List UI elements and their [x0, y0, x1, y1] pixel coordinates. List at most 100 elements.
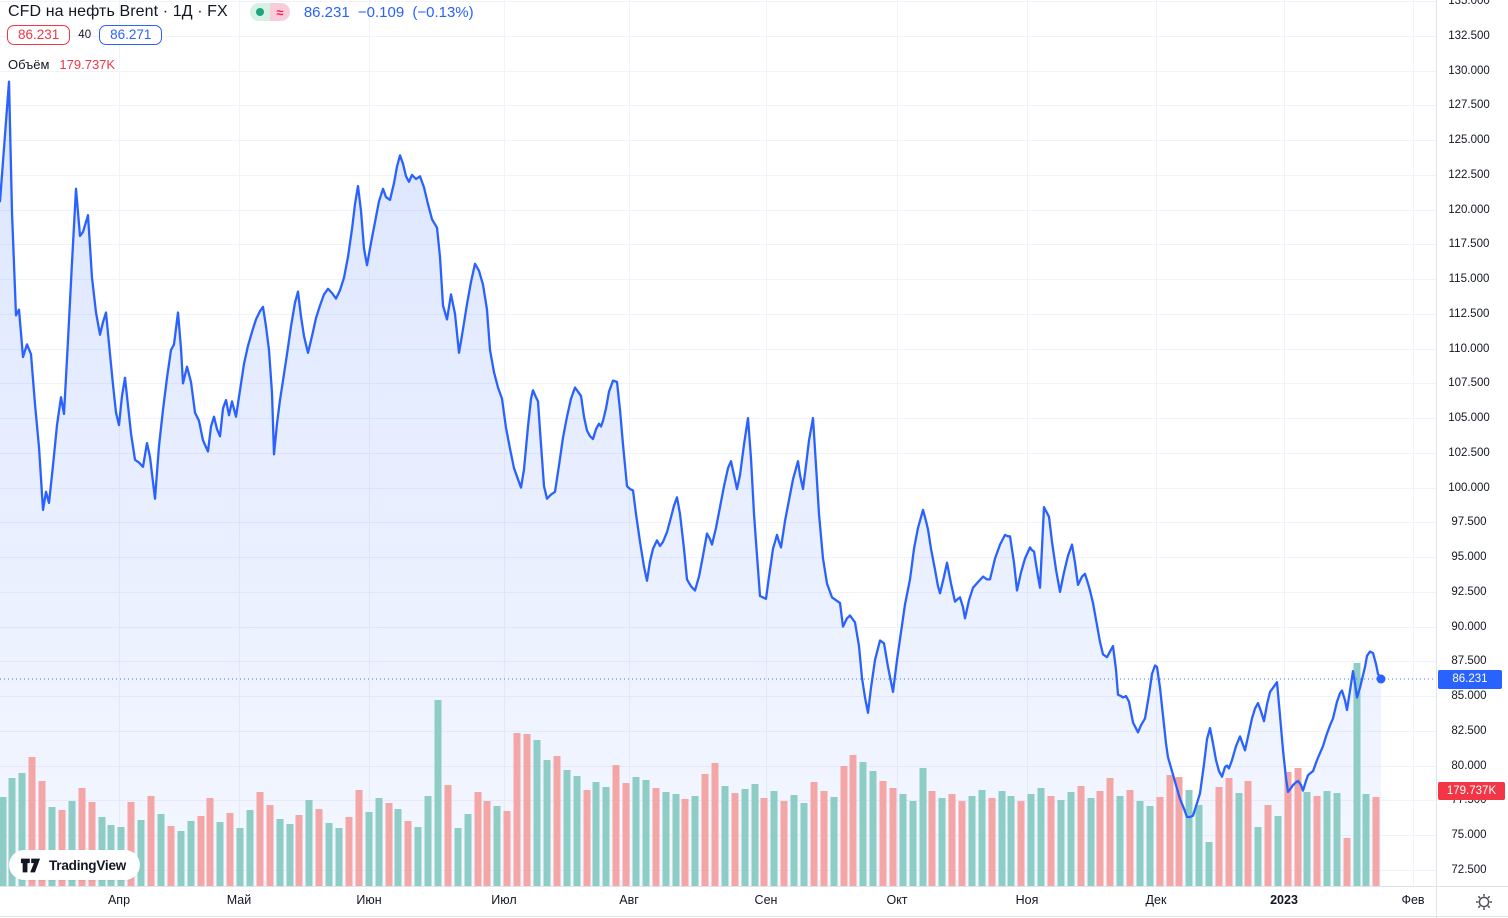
- volume-bar: [1077, 786, 1085, 886]
- price-tick-label: 80.000: [1451, 759, 1487, 772]
- volume-bar: [523, 734, 531, 886]
- price-tick-label: 102.500: [1448, 446, 1490, 459]
- price-tick-label: 97.500: [1451, 516, 1487, 529]
- volume-bar: [1116, 796, 1124, 886]
- volume-bar: [602, 787, 610, 886]
- price-tick-label: 107.500: [1448, 377, 1490, 390]
- price-tick-label: 82.500: [1451, 724, 1487, 737]
- price-tick-label: 112.500: [1448, 307, 1490, 320]
- volume-bar: [840, 766, 848, 886]
- volume-bar: [652, 788, 660, 886]
- tradingview-logo-icon: [20, 858, 41, 872]
- price-tick-label: 127.500: [1448, 99, 1490, 112]
- volume-bar: [1057, 800, 1065, 886]
- approx-price-icon[interactable]: ≈: [269, 3, 290, 21]
- volume-bar: [751, 784, 759, 886]
- volume-bars: [0, 663, 1380, 886]
- price-line-series: [0, 80, 1383, 819]
- volume-bar: [1027, 794, 1035, 886]
- price-tick-label: 130.000: [1448, 64, 1490, 77]
- price-area-fill: [0, 81, 1381, 886]
- gear-icon: [1476, 894, 1492, 910]
- volume-bar: [1284, 772, 1292, 886]
- volume-bar: [286, 824, 294, 886]
- volume-bar: [1096, 791, 1104, 886]
- volume-bar: [454, 828, 462, 886]
- price-axis[interactable]: 135.000 132.500 130.000 127.500 125.000 122.5…: [1436, 0, 1508, 886]
- volume-bar: [88, 802, 96, 886]
- volume-bar: [1362, 794, 1370, 886]
- volume-label: Объём: [8, 57, 50, 72]
- green-dot-icon: [255, 8, 264, 16]
- volume-bar: [127, 802, 135, 886]
- volume-bar: [780, 801, 788, 886]
- volume-bar: [78, 788, 86, 886]
- volume-bar: [394, 809, 402, 886]
- volume-bar: [464, 814, 472, 886]
- tradingview-logo-link[interactable]: TradingView: [9, 850, 141, 880]
- volume-bar: [404, 821, 412, 886]
- time-tick-label: 2023: [1270, 893, 1298, 907]
- volume-bar: [681, 799, 689, 886]
- volume-bar: [1303, 792, 1311, 886]
- volume-bar: [741, 789, 749, 886]
- last-price-dot: [1376, 674, 1386, 684]
- volume-bar: [721, 786, 729, 886]
- volume-bar: [1087, 798, 1095, 886]
- volume-bar: [1156, 797, 1164, 886]
- volume-bar: [849, 755, 857, 886]
- volume-bar: [483, 801, 491, 886]
- volume-bar: [147, 796, 155, 886]
- price-tick-label: 110.000: [1448, 342, 1490, 355]
- volume-bar: [1264, 805, 1272, 886]
- volume-bar: [938, 798, 946, 886]
- volume-bar: [177, 831, 185, 886]
- volume-bar: [830, 797, 838, 886]
- volume-bar: [800, 803, 808, 886]
- volume-bar: [958, 801, 966, 886]
- volume-bar: [216, 822, 224, 886]
- volume-bar: [256, 792, 264, 886]
- price-tick-label: 72.500: [1451, 863, 1487, 876]
- time-axis-settings-button[interactable]: [1470, 888, 1498, 916]
- price-tick-label: 85.000: [1451, 690, 1487, 703]
- volume-bar: [345, 817, 353, 886]
- sell-button[interactable]: 86.231: [7, 25, 71, 45]
- volume-bar: [58, 810, 66, 886]
- volume-bar: [315, 809, 323, 886]
- volume-bar: [553, 756, 561, 886]
- volume-bar: [1175, 777, 1183, 886]
- volume-bar: [1007, 796, 1015, 886]
- volume-bar: [1333, 793, 1341, 886]
- current-volume-badge: 179.737K: [1438, 782, 1505, 800]
- time-tick-label: Сен: [754, 893, 778, 907]
- price-tick-label: 125.000: [1448, 134, 1490, 147]
- volume-bar: [48, 807, 56, 886]
- volume-legend-row: Объём 179.737K: [8, 57, 115, 72]
- volume-bar: [810, 782, 818, 886]
- price-change: −0.109: [357, 3, 405, 21]
- volume-bar: [978, 790, 986, 886]
- marker-pill: ≈: [249, 3, 290, 21]
- volume-bar: [1185, 790, 1193, 886]
- volume-bar: [760, 798, 768, 886]
- volume-bar: [28, 757, 36, 886]
- volume-bar: [711, 763, 719, 886]
- volume-bar: [691, 796, 699, 886]
- volume-bar: [701, 774, 709, 886]
- volume-bar: [414, 827, 422, 886]
- volume-bar: [998, 791, 1006, 886]
- price-tick-label: 120.000: [1448, 203, 1490, 216]
- time-tick-label: Дек: [1145, 893, 1167, 907]
- time-axis[interactable]: Апр Май Июн Июл Авг Сен Окт Ноя Дек 2023 Фев: [0, 886, 1436, 918]
- buy-button[interactable]: 86.271: [99, 25, 163, 45]
- symbol-title[interactable]: CFD на нефть Brent · 1Д · FX: [8, 3, 228, 20]
- volume-bar: [68, 801, 76, 886]
- volume-bar: [1323, 791, 1331, 886]
- volume-bar: [503, 811, 511, 886]
- market-status-icon[interactable]: [249, 3, 270, 21]
- time-tick-label: Авг: [619, 893, 639, 907]
- volume-bar: [790, 795, 798, 886]
